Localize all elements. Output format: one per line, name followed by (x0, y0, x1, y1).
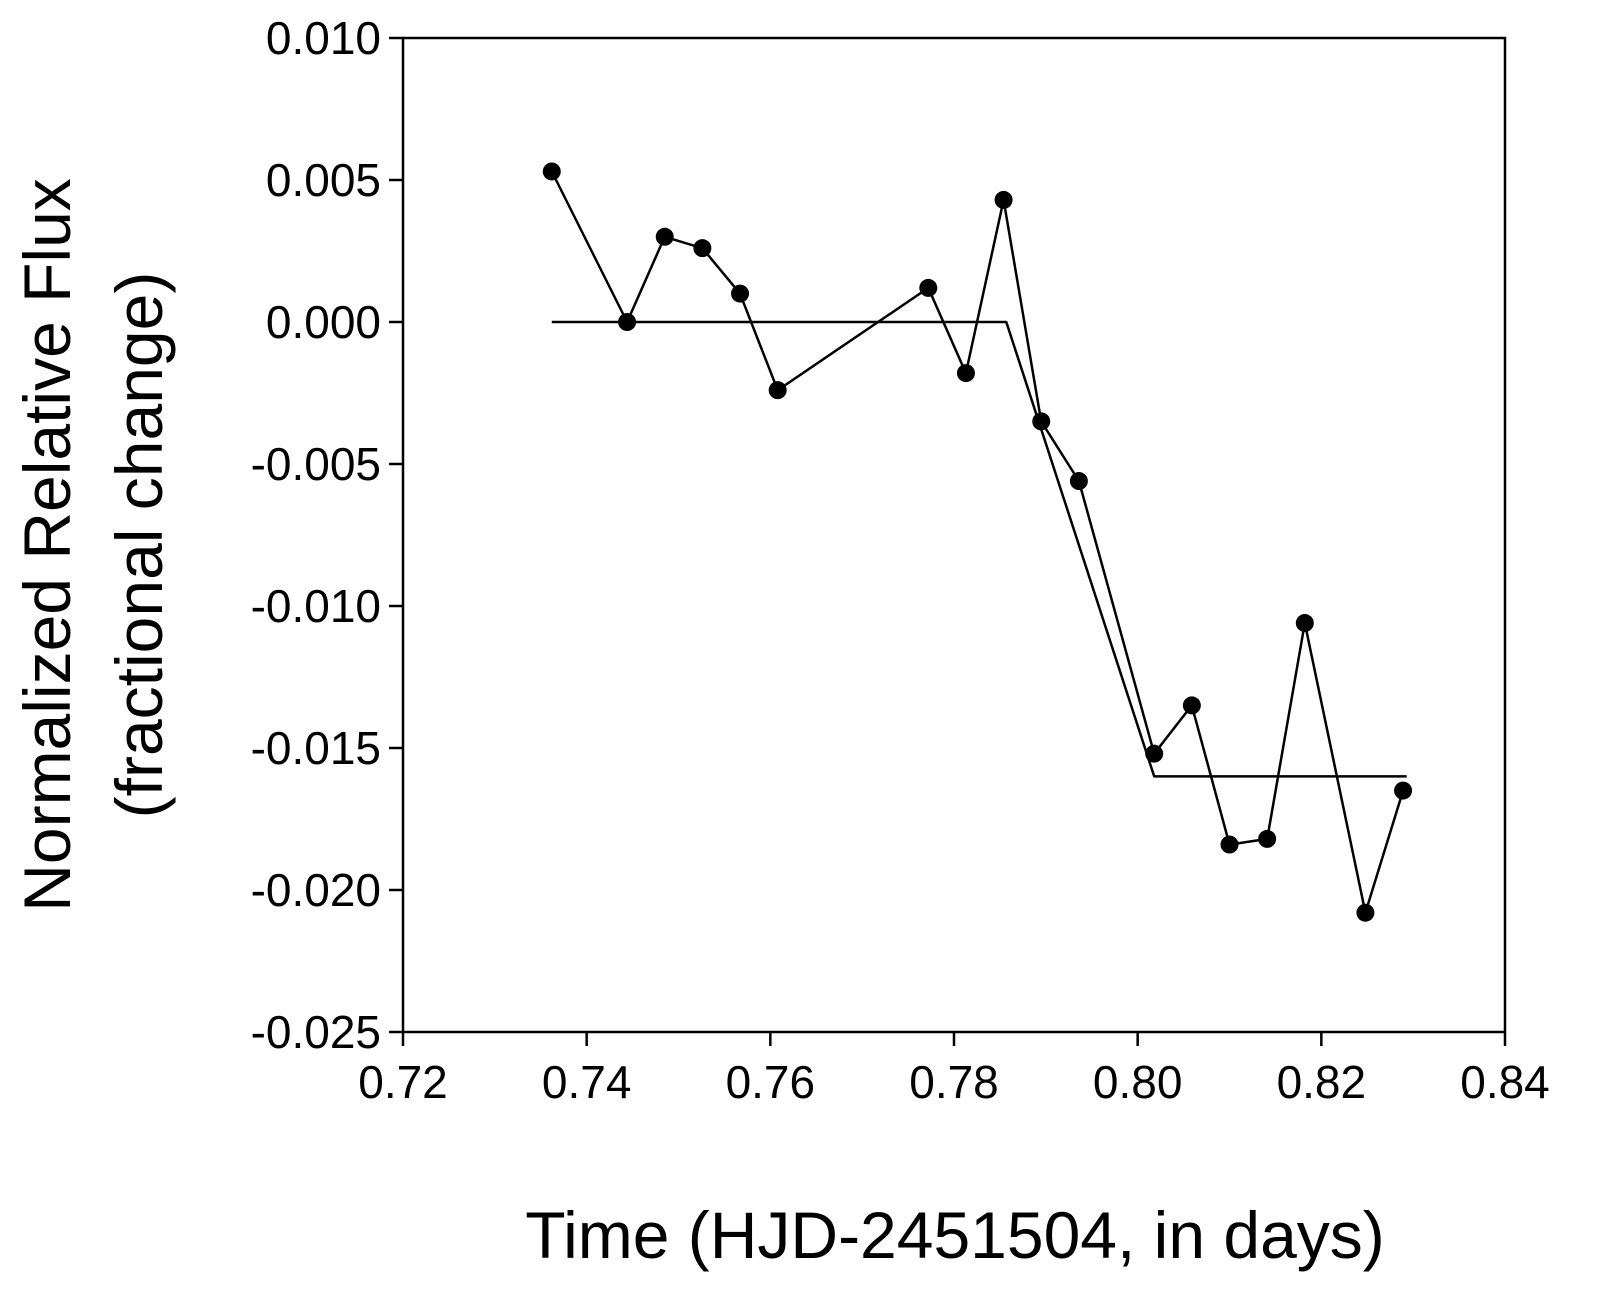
y-tick-label: -0.010 (251, 580, 381, 632)
data-point (1145, 744, 1164, 763)
data-point (731, 284, 750, 303)
x-tick-label: 0.76 (726, 1056, 816, 1108)
y-tick-label: -0.005 (251, 438, 381, 490)
y-axis-ticks: 0.010 0.005 0.000 -0.005 -0.010 -0.015 -0.020 -… (251, 12, 403, 1058)
x-axis-ticks: 0.72 0.74 0.76 0.78 0.80 0.82 0.84 (358, 1032, 1550, 1108)
data-point (956, 364, 975, 383)
observed-flux-line (550, 170, 1405, 914)
y-axis-title-line-2: (fractional change) (102, 272, 176, 819)
data-point (1394, 781, 1413, 800)
x-tick-label: 0.74 (542, 1056, 632, 1108)
data-point (655, 227, 674, 246)
x-tick-label: 0.72 (358, 1056, 448, 1108)
x-tick-label: 0.80 (1093, 1056, 1183, 1108)
x-axis-title: Time (HJD-2451504, in days) (525, 1198, 1385, 1272)
data-point (542, 162, 561, 181)
y-tick-label: 0.000 (266, 296, 381, 348)
y-tick-label: -0.020 (251, 864, 381, 916)
x-tick-label: 0.84 (1460, 1056, 1550, 1108)
data-point (768, 381, 787, 400)
plot-area-border (401, 36, 1507, 1034)
data-point (919, 278, 938, 297)
data-point (1356, 903, 1375, 922)
data-point (1258, 829, 1277, 848)
plot-frame (401, 36, 1507, 1034)
data-point (994, 190, 1013, 209)
x-tick-label: 0.82 (1277, 1056, 1367, 1108)
y-tick-label: 0.010 (266, 12, 381, 64)
x-tick-label: 0.78 (909, 1056, 999, 1108)
data-point (693, 239, 712, 258)
y-tick-label: -0.025 (251, 1006, 381, 1058)
y-axis-title: Normalized Relative Flux (fractional cha… (10, 178, 176, 912)
data-point (1220, 835, 1239, 854)
y-tick-label: 0.005 (266, 154, 381, 206)
y-axis-title-line-1: Normalized Relative Flux (10, 178, 84, 912)
data-point (1295, 614, 1314, 633)
y-tick-label: -0.015 (251, 722, 381, 774)
model-fit-line (551, 320, 1407, 778)
series-layer (542, 162, 1413, 922)
data-point (1069, 472, 1088, 491)
data-point (1182, 696, 1201, 715)
